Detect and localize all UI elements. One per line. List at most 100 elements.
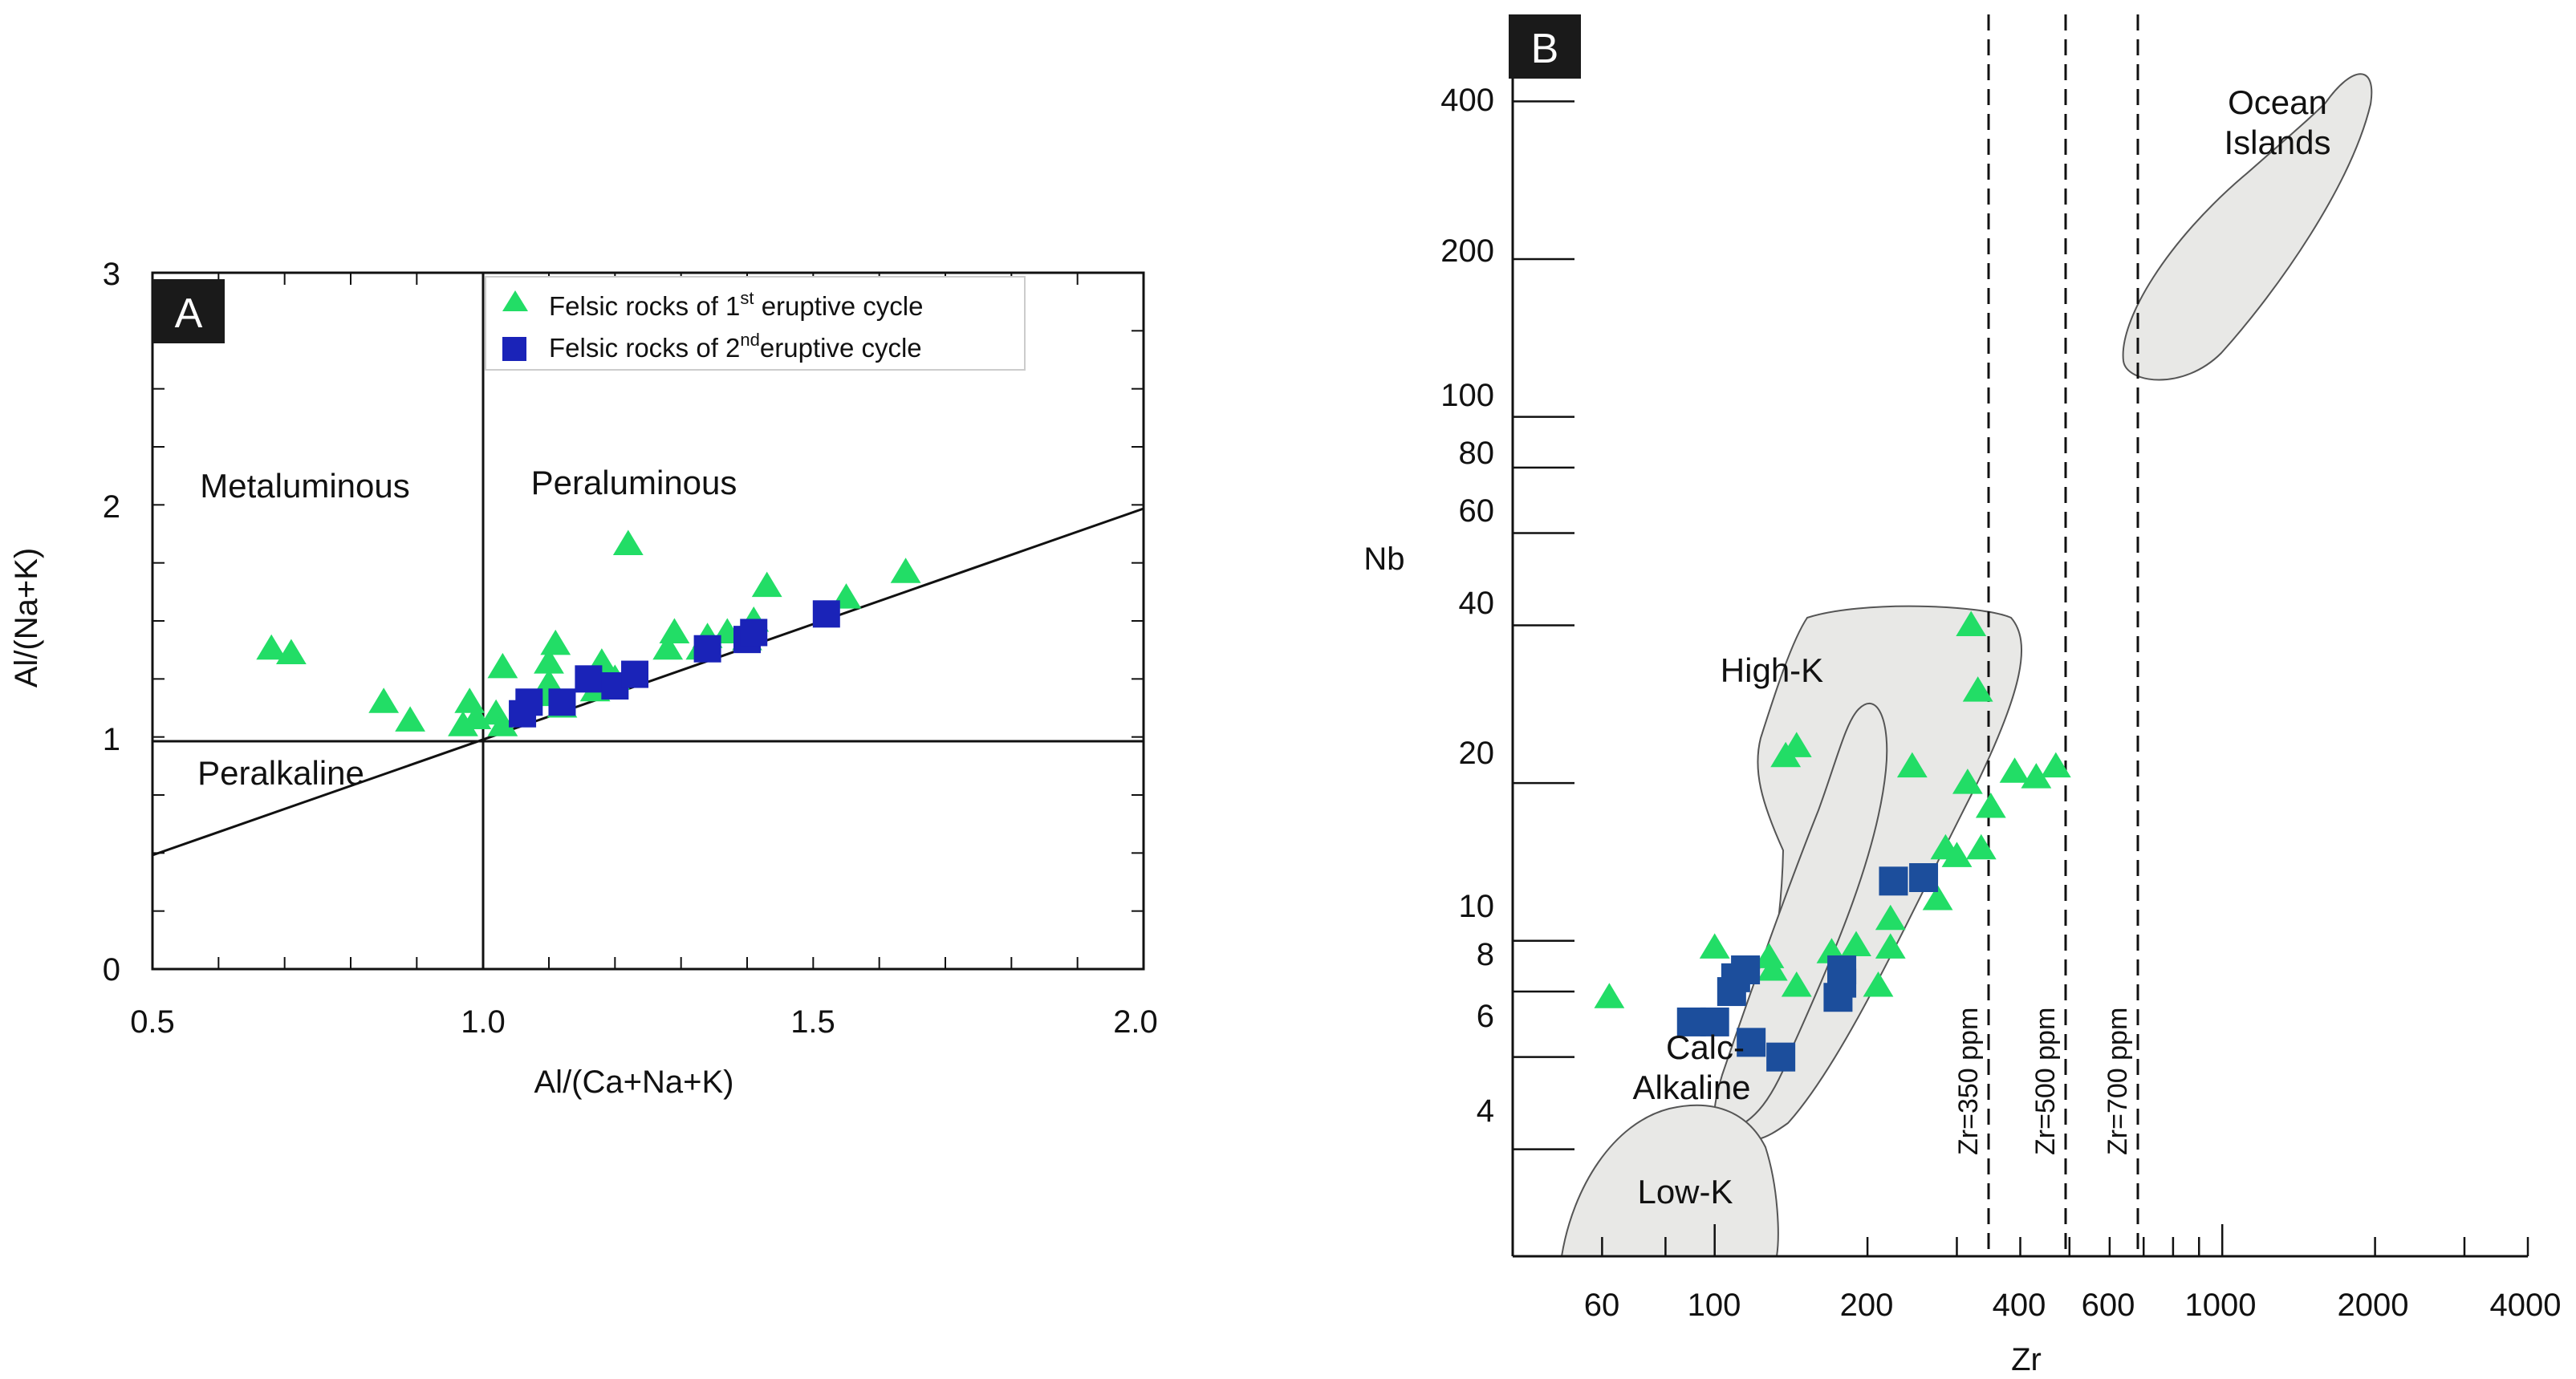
a-point-cycle-2	[693, 635, 721, 663]
b-point-cycle-2	[1731, 955, 1761, 985]
a-panel-label: A	[175, 290, 203, 337]
b-point-cycle-1	[1699, 933, 1730, 959]
a-point-cycle-1	[256, 634, 287, 660]
b-y-tick-8: 8	[1477, 937, 1494, 972]
b-data-markers	[1594, 610, 2071, 1072]
a-region-peraluminous: Peraluminous	[531, 464, 737, 501]
b-y-tick-20: 20	[1459, 736, 1495, 771]
a-point-cycle-1	[890, 558, 921, 583]
b-point-cycle-1	[1962, 676, 1993, 702]
a-panel-label-box	[152, 279, 225, 343]
a-point-cycle-1	[540, 629, 571, 655]
a-x-tick-1: 1.0	[461, 1004, 506, 1040]
b-field-ocean-islands	[2122, 73, 2373, 381]
b-y-tick-80: 80	[1459, 436, 1495, 471]
b-x-tick-200: 200	[1840, 1288, 1894, 1323]
a-point-cycle-2	[548, 688, 576, 716]
a-point-cycle-2	[812, 600, 840, 628]
b-point-cycle-1	[1863, 971, 1894, 997]
a-point-cycle-1	[751, 571, 782, 598]
b-point-cycle-1	[1999, 757, 2030, 783]
b-point-cycle-1	[1941, 842, 1973, 867]
a-tick-marks	[152, 273, 1144, 969]
a-x-tick-3: 2.0	[1113, 1004, 1158, 1040]
b-x-tick-1000: 1000	[2185, 1288, 2257, 1323]
a-point-cycle-1	[612, 529, 644, 556]
b-point-cycle-1	[2040, 752, 2071, 778]
b-field-low-k	[1560, 1104, 1779, 1257]
a-point-cycle-2	[575, 665, 603, 693]
b-y-tick-100: 100	[1440, 378, 1494, 413]
b-y-tick-200: 200	[1440, 233, 1494, 269]
a-plot-frame	[151, 271, 1145, 971]
panel-a: 3 2 1 0 0.5 1.0 1.5 2.0 Al/(Ca+Na+K) Al/…	[9, 257, 1158, 1100]
a-legend-marker-triangle	[502, 290, 528, 311]
a-legend-box	[485, 276, 1026, 371]
b-point-cycle-1	[1841, 931, 1871, 956]
b-point-cycle-1	[1956, 610, 1987, 637]
b-point-cycle-1	[1952, 769, 1983, 794]
a-data-markers	[256, 529, 921, 736]
a-x-axis-title: Al/(Ca+Na+K)	[534, 1065, 734, 1100]
a-y-tick-3: 3	[103, 257, 120, 292]
a-point-cycle-1	[534, 648, 564, 674]
b-y-tick-6: 6	[1477, 999, 1494, 1034]
b-region-low-k: Low-K	[1637, 1173, 1733, 1211]
b-point-cycle-1	[1922, 885, 1953, 911]
a-point-cycle-1	[368, 687, 400, 713]
a-point-cycle-1	[534, 669, 564, 695]
b-point-cycle-1	[1781, 732, 1812, 757]
b-point-cycle-1	[1757, 955, 1788, 981]
b-point-cycle-2	[1700, 1007, 1729, 1036]
b-point-cycle-2	[1909, 862, 1939, 892]
b-region-alkaline: Alkaline	[1632, 1069, 1750, 1106]
b-point-cycle-1	[1896, 752, 1928, 778]
b-y-tick-4: 4	[1477, 1093, 1494, 1129]
b-zr-label-700: Zr=700 ppm	[2103, 1008, 2133, 1155]
b-point-cycle-1	[1875, 904, 1906, 931]
b-point-cycle-2	[1766, 1042, 1796, 1072]
a-point-cycle-1	[276, 639, 307, 665]
b-point-cycle-2	[1879, 866, 1908, 896]
b-y-tick-60: 60	[1459, 493, 1495, 529]
b-region-islands: Islands	[2224, 124, 2330, 161]
a-point-cycle-1	[652, 634, 684, 660]
a-y-tick-2: 2	[103, 489, 120, 525]
b-x-tick-100: 100	[1688, 1288, 1741, 1323]
b-y-tick-40: 40	[1459, 586, 1495, 621]
panel-b: 400 200 100 80 60 40 20 10 8 6 4 60 100 …	[1363, 14, 2561, 1377]
a-point-cycle-2	[740, 619, 768, 647]
b-point-cycle-1	[1975, 793, 2006, 818]
b-tick-marks	[1513, 100, 2529, 1256]
a-point-cycle-1	[487, 652, 518, 679]
a-region-peralkaline: Peralkaline	[197, 754, 364, 792]
b-y-tick-10: 10	[1459, 889, 1495, 924]
b-point-cycle-1	[1875, 933, 1906, 959]
b-y-axis-title: Nb	[1363, 541, 1404, 577]
a-point-cycle-1	[448, 711, 478, 736]
b-x-axis-title: Zr	[2011, 1342, 2042, 1377]
b-region-calc: Calc-	[1666, 1028, 1745, 1066]
b-point-cycle-1	[1594, 983, 1625, 1008]
b-point-cycle-2	[1827, 955, 1857, 985]
b-x-tick-600: 600	[2082, 1288, 2135, 1323]
a-region-metaluminous: Metaluminous	[200, 467, 409, 505]
b-zr-label-350: Zr=350 ppm	[1953, 1008, 1984, 1155]
a-x-tick-0: 0.5	[130, 1004, 175, 1040]
b-point-cycle-1	[2021, 763, 2052, 789]
a-point-cycle-1	[454, 687, 486, 713]
b-x-tick-4000: 4000	[2490, 1288, 2562, 1323]
a-legend-marker-square	[502, 337, 526, 361]
b-x-tick-60: 60	[1584, 1288, 1620, 1323]
b-x-tick-2000: 2000	[2338, 1288, 2409, 1323]
a-y-tick-0: 0	[103, 952, 120, 988]
b-zr-label-500: Zr=500 ppm	[2030, 1008, 2061, 1155]
b-point-cycle-1	[1753, 943, 1785, 968]
b-region-high-k: High-K	[1721, 651, 1823, 689]
b-point-cycle-2	[1737, 1028, 1766, 1057]
a-y-axis-title: Al/(Na+K)	[9, 548, 44, 688]
a-y-tick-1: 1	[103, 722, 120, 757]
b-point-cycle-1	[1965, 833, 1997, 860]
b-region-ocean: Ocean	[2228, 83, 2327, 121]
